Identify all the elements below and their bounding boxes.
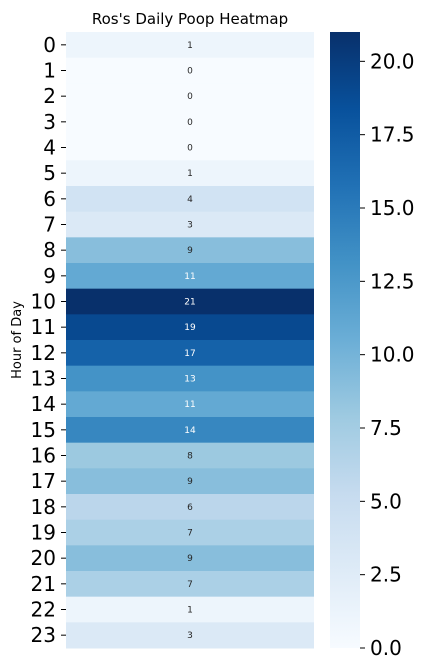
cell-value-label: 6: [187, 503, 193, 513]
cell-value-label: 21: [184, 298, 195, 308]
y-tick-label: 3: [43, 110, 56, 134]
y-tick-label: 12: [31, 341, 56, 365]
y-tick-label: 18: [31, 495, 56, 519]
y-tick-label: 16: [31, 444, 56, 468]
y-tick-label: 4: [43, 136, 56, 160]
y-tick-label: 21: [31, 572, 56, 596]
heatmap-cell: [66, 340, 314, 367]
cell-value-label: 1: [187, 41, 193, 51]
y-tick-label: 2: [43, 84, 56, 108]
y-tick-label: 15: [31, 418, 56, 442]
cell-value-label: 13: [184, 375, 195, 385]
cell-value-label: 9: [187, 554, 193, 564]
heatmap-cell: [66, 365, 314, 392]
cell-value-label: 7: [187, 580, 193, 590]
heatmap-cell: [66, 417, 314, 444]
y-tick-label: 0: [43, 33, 56, 57]
cell-value-label: 17: [184, 349, 195, 359]
cell-value-label: 8: [187, 452, 193, 462]
cell-value-label: 1: [187, 169, 193, 179]
cell-value-label: 11: [184, 272, 195, 282]
heatmap-cell: [66, 391, 314, 418]
heatmap-cell: [66, 237, 314, 264]
heatmap-cell: [66, 468, 314, 495]
y-tick-label: 13: [31, 367, 56, 391]
y-tick-label: 14: [31, 392, 56, 416]
cell-value-label: 0: [187, 144, 193, 154]
y-tick-label: 8: [43, 238, 56, 262]
chart-title: Ros's Daily Poop Heatmap: [92, 10, 288, 28]
cell-value-label: 14: [184, 426, 196, 436]
y-tick-label: 6: [43, 187, 56, 211]
heatmap-cell: [66, 622, 314, 649]
heatmap-cell: [66, 134, 314, 161]
heatmap-cell: [66, 314, 314, 341]
y-axis-label: Hour of Day: [10, 301, 25, 379]
colorbar-tick-label: 15.0: [370, 196, 415, 220]
cell-value-label: 0: [187, 118, 193, 128]
cell-value-label: 7: [187, 529, 193, 539]
cell-value-label: 3: [187, 631, 193, 641]
heatmap-cell: [66, 519, 314, 546]
cell-value-label: 0: [187, 67, 193, 77]
cell-value-label: 0: [187, 92, 193, 102]
colorbar: [330, 32, 360, 648]
colorbar-tick-label: 12.5: [370, 269, 415, 293]
heatmap-cell: [66, 109, 314, 136]
cell-value-label: 1: [187, 606, 193, 616]
heatmap-cell: [66, 571, 314, 598]
colorbar-ticks: 0.0 2.5 5.0 7.5 10.0 12.5 15.0 17.5 20.0: [360, 49, 415, 660]
heatmap-cell: [66, 83, 314, 110]
heatmap-cell: [66, 494, 314, 521]
y-tick-label: 10: [31, 290, 56, 314]
y-tick-label: 5: [43, 161, 56, 185]
heatmap-cell: [66, 263, 314, 290]
colorbar-tick-label: 17.5: [370, 123, 415, 147]
heatmap-cell: [66, 442, 314, 469]
heatmap-cell: [66, 186, 314, 213]
heatmap-cell: [66, 57, 314, 84]
colorbar-tick-label: 5.0: [370, 489, 402, 513]
cell-value-label: 3: [187, 221, 193, 231]
cell-value-label: 4: [187, 195, 193, 205]
heatmap-cell: [66, 545, 314, 572]
cell-value-label: 9: [187, 246, 193, 256]
heatmap-cell: [66, 211, 314, 238]
heatmap-cell: [66, 160, 314, 187]
heatmap-cell: [66, 32, 314, 59]
y-tick-label: 7: [43, 213, 56, 237]
y-tick-label: 22: [31, 598, 56, 622]
y-tick-label: 9: [43, 264, 56, 288]
y-tick-label: 11: [31, 315, 56, 339]
colorbar-tick-label: 7.5: [370, 416, 402, 440]
y-tick-label: 1: [43, 59, 56, 83]
cell-value-label: 9: [187, 477, 193, 487]
y-tick-label: 19: [31, 521, 56, 545]
colorbar-tick-label: 10.0: [370, 343, 415, 367]
colorbar-tick-label: 2.5: [370, 563, 402, 587]
y-tick-label: 20: [31, 546, 56, 570]
heatmap-cell: [66, 288, 314, 315]
cell-value-label: 11: [184, 400, 195, 410]
colorbar-tick-label: 20.0: [370, 49, 415, 73]
colorbar-tick-label: 0.0: [370, 636, 402, 660]
y-tick-label: 23: [31, 623, 56, 647]
cell-value-label: 19: [184, 323, 196, 333]
heatmap-cell: [66, 596, 314, 623]
y-tick-label: 17: [31, 469, 56, 493]
